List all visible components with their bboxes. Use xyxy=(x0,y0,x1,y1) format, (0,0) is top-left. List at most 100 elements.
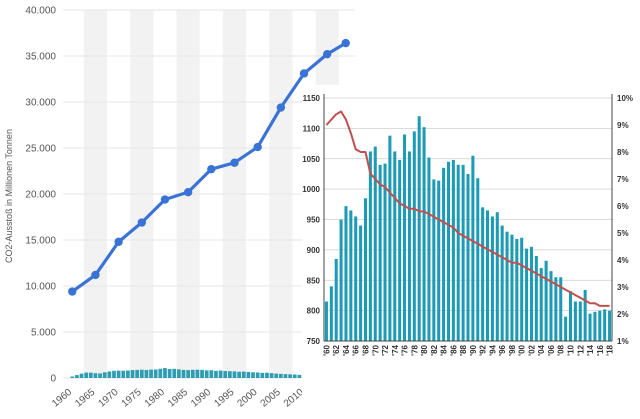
main-chart-small-bar xyxy=(144,369,149,378)
main-chart-point xyxy=(253,142,262,152)
main-chart-small-bar xyxy=(88,372,93,378)
main-chart-small-bar xyxy=(75,375,79,378)
inset-chart-bar xyxy=(456,164,460,341)
inset-chart-bar xyxy=(520,237,524,341)
main-chart-small-bar xyxy=(126,370,130,378)
inset-chart-bar xyxy=(515,238,519,341)
inset-chart-bar xyxy=(324,301,328,341)
inset-chart-x-tick-label: '10 xyxy=(567,344,576,355)
main-chart-small-bar xyxy=(149,369,153,378)
inset-chart-bar xyxy=(500,225,504,341)
inset-chart-x-tick-label: '86 xyxy=(449,344,458,355)
main-chart-line-series xyxy=(68,38,350,296)
main-chart-point xyxy=(276,103,286,112)
main-chart-small-bar xyxy=(260,372,265,378)
inset-chart-x-tick-label: '88 xyxy=(459,344,468,355)
inset-chart-right-tick-label: 8% xyxy=(617,148,629,157)
inset-chart-red-line-path xyxy=(325,110,610,307)
inset-chart-right-tick-label: 5% xyxy=(617,229,629,238)
inset-chart-x-tick-label: '18 xyxy=(606,344,615,355)
main-chart-small-bar xyxy=(195,369,200,378)
main-chart-small-bar xyxy=(255,372,260,378)
inset-chart-bar xyxy=(373,146,377,341)
inset-chart-bar xyxy=(446,161,450,341)
main-chart-small-bar xyxy=(186,370,190,378)
inset-chart-bar xyxy=(403,134,407,341)
inset-chart-x-tick-label: '84 xyxy=(440,344,449,355)
inset-chart-bar xyxy=(510,234,514,341)
inset-chart-x-tick-label: '62 xyxy=(332,344,341,355)
main-chart-small-bar xyxy=(102,372,107,378)
main-chart-y-tick-label: 35.000 xyxy=(25,52,56,63)
inset-chart-bar xyxy=(529,246,533,341)
inset-chart-bar xyxy=(422,127,426,341)
inset-chart-bar xyxy=(608,310,612,341)
inset-chart-bar xyxy=(368,151,372,341)
inset-chart-x-tick-label: '66 xyxy=(352,344,361,355)
main-chart-y-tick-label: 25.000 xyxy=(25,144,56,155)
main-chart-small-bar xyxy=(209,370,214,378)
main-chart-small-bar xyxy=(172,368,177,378)
main-chart-small-bar xyxy=(214,370,218,378)
inset-chart-bar xyxy=(339,219,343,341)
main-chart-small-bar xyxy=(237,371,241,378)
inset-chart-x-tick-label: '68 xyxy=(361,344,370,355)
main-chart-y-tick-label: 0 xyxy=(50,374,56,385)
main-chart-point xyxy=(183,187,193,197)
main-chart-small-bar xyxy=(278,373,283,378)
inset-chart-bar xyxy=(564,316,568,341)
main-chart-y-tick-label: 10.000 xyxy=(25,282,56,293)
inset-chart-bar xyxy=(329,286,333,341)
main-chart-point xyxy=(207,164,216,174)
inset-chart-x-tick-label: '94 xyxy=(488,344,497,355)
inset-chart-right-tick-label: 1% xyxy=(617,337,629,346)
inset-chart-bar xyxy=(344,206,348,341)
inset-chart-bar xyxy=(378,164,382,341)
main-chart-y-tick-label: 40.000 xyxy=(25,6,56,17)
inset-chart-bar xyxy=(525,248,529,341)
main-chart-point xyxy=(91,270,100,280)
main-chart-small-bar xyxy=(177,369,181,378)
inset-chart-bar xyxy=(578,301,582,341)
inset-chart-x-tick-label: '06 xyxy=(547,344,556,355)
inset-chart-right-tick-label: 4% xyxy=(617,256,629,265)
main-chart-small-bar xyxy=(190,369,195,378)
main-chart-y-ticks: 0 5.000 10.000 15.000 20.000 25.000 30.000 35.0… xyxy=(25,6,56,385)
main-chart-small-bar xyxy=(107,371,112,378)
inset-chart-x-tick-label: '14 xyxy=(586,344,595,355)
main-chart-small-bar xyxy=(241,371,246,378)
main-chart-small-bar xyxy=(112,370,116,378)
inset-chart-left-tick-label: 900 xyxy=(307,246,321,255)
inset-chart-right-tick-label: 7% xyxy=(617,175,629,184)
inset-chart-right-tick-label: 10% xyxy=(617,94,633,103)
inset-chart-bar xyxy=(490,216,494,341)
main-chart-small-bar xyxy=(153,369,158,378)
inset-chart-x-tick-label: '12 xyxy=(576,344,585,355)
inset-chart-bar xyxy=(466,173,470,341)
inset-chart-background xyxy=(302,85,640,419)
inset-chart-bar xyxy=(417,116,421,341)
inset-chart-bar xyxy=(359,225,363,341)
inset-chart-x-tick-label: '82 xyxy=(430,344,439,355)
inset-chart-bar xyxy=(461,164,465,341)
inset-chart-bar xyxy=(398,159,402,341)
main-chart-small-bar xyxy=(223,371,228,378)
inset-chart-bar xyxy=(437,180,441,341)
inset-chart-left-tick-label: 1150 xyxy=(303,94,321,103)
inset-chart-bar xyxy=(505,231,509,341)
inset-chart-bar xyxy=(568,291,573,341)
inset-chart-left-tick-label: 1050 xyxy=(302,155,320,164)
inset-chart-red-line xyxy=(325,110,610,307)
inset-chart-x-tick-label: '78 xyxy=(410,344,419,355)
inset-chart-bar xyxy=(573,301,577,341)
inset-chart-bar xyxy=(393,151,397,341)
inset-chart-right-tick-label: 3% xyxy=(617,283,629,292)
inset-chart-bar xyxy=(407,151,411,341)
inset-chart-bar xyxy=(486,210,490,341)
main-chart-small-bar xyxy=(200,369,204,378)
inset-chart-x-tick-label: '16 xyxy=(596,344,605,355)
inset-chart-left-tick-label: 800 xyxy=(307,307,321,316)
inset-chart-x-tick-label: '96 xyxy=(498,344,507,355)
inset-chart-x-tick-label: '80 xyxy=(420,344,429,355)
main-chart-small-bar xyxy=(84,372,89,378)
